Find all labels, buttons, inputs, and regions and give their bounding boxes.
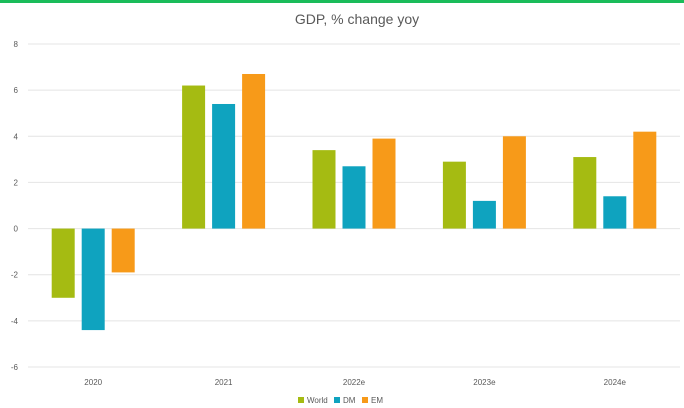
legend: World DM EM [298, 396, 383, 405]
bar-dm-2024e [603, 196, 627, 229]
legend-swatch-em [362, 397, 368, 403]
bar-world-2021 [182, 85, 206, 229]
y-tick-label: 4 [14, 132, 19, 141]
gridlines [28, 43, 680, 368]
x-axis-tick-labels: 2020 2021 2022e 2023e 2024e [84, 378, 626, 387]
y-tick-label: -2 [11, 271, 19, 280]
y-tick-label: -4 [11, 317, 19, 326]
y-tick-label: 6 [14, 86, 19, 95]
bar-em-2021 [242, 73, 266, 229]
top-accent-line [0, 0, 684, 3]
y-tick-label: 8 [14, 40, 19, 49]
legend-label-em: EM [371, 396, 383, 405]
bars [51, 73, 657, 331]
bar-world-2023e [442, 161, 466, 229]
x-tick-label: 2020 [84, 378, 102, 387]
legend-swatch-dm [334, 397, 340, 403]
bar-world-2022e [312, 150, 336, 229]
x-tick-label: 2021 [215, 378, 233, 387]
bar-dm-2022e [342, 166, 366, 229]
x-tick-label: 2022e [343, 378, 366, 387]
bar-world-2020 [51, 228, 75, 298]
chart-title: GDP, % change yoy [295, 11, 419, 27]
legend-label-dm: DM [343, 396, 356, 405]
x-tick-label: 2024e [604, 378, 627, 387]
y-tick-label: 0 [14, 225, 19, 234]
y-tick-label: 2 [14, 178, 19, 187]
bar-em-2020 [111, 228, 135, 273]
bar-dm-2023e [472, 200, 496, 229]
legend-label-world: World [307, 396, 328, 405]
legend-swatch-world [298, 397, 304, 403]
x-tick-label: 2023e [473, 378, 496, 387]
bar-dm-2021 [212, 103, 236, 229]
bar-em-2022e [372, 138, 396, 229]
bar-em-2023e [502, 136, 526, 229]
y-tick-label: -6 [11, 363, 19, 372]
bar-world-2024e [573, 157, 597, 229]
bar-em-2024e [633, 131, 657, 229]
y-axis-tick-labels: -6 -4 -2 0 2 4 6 8 [11, 40, 19, 372]
bar-dm-2020 [81, 228, 105, 331]
